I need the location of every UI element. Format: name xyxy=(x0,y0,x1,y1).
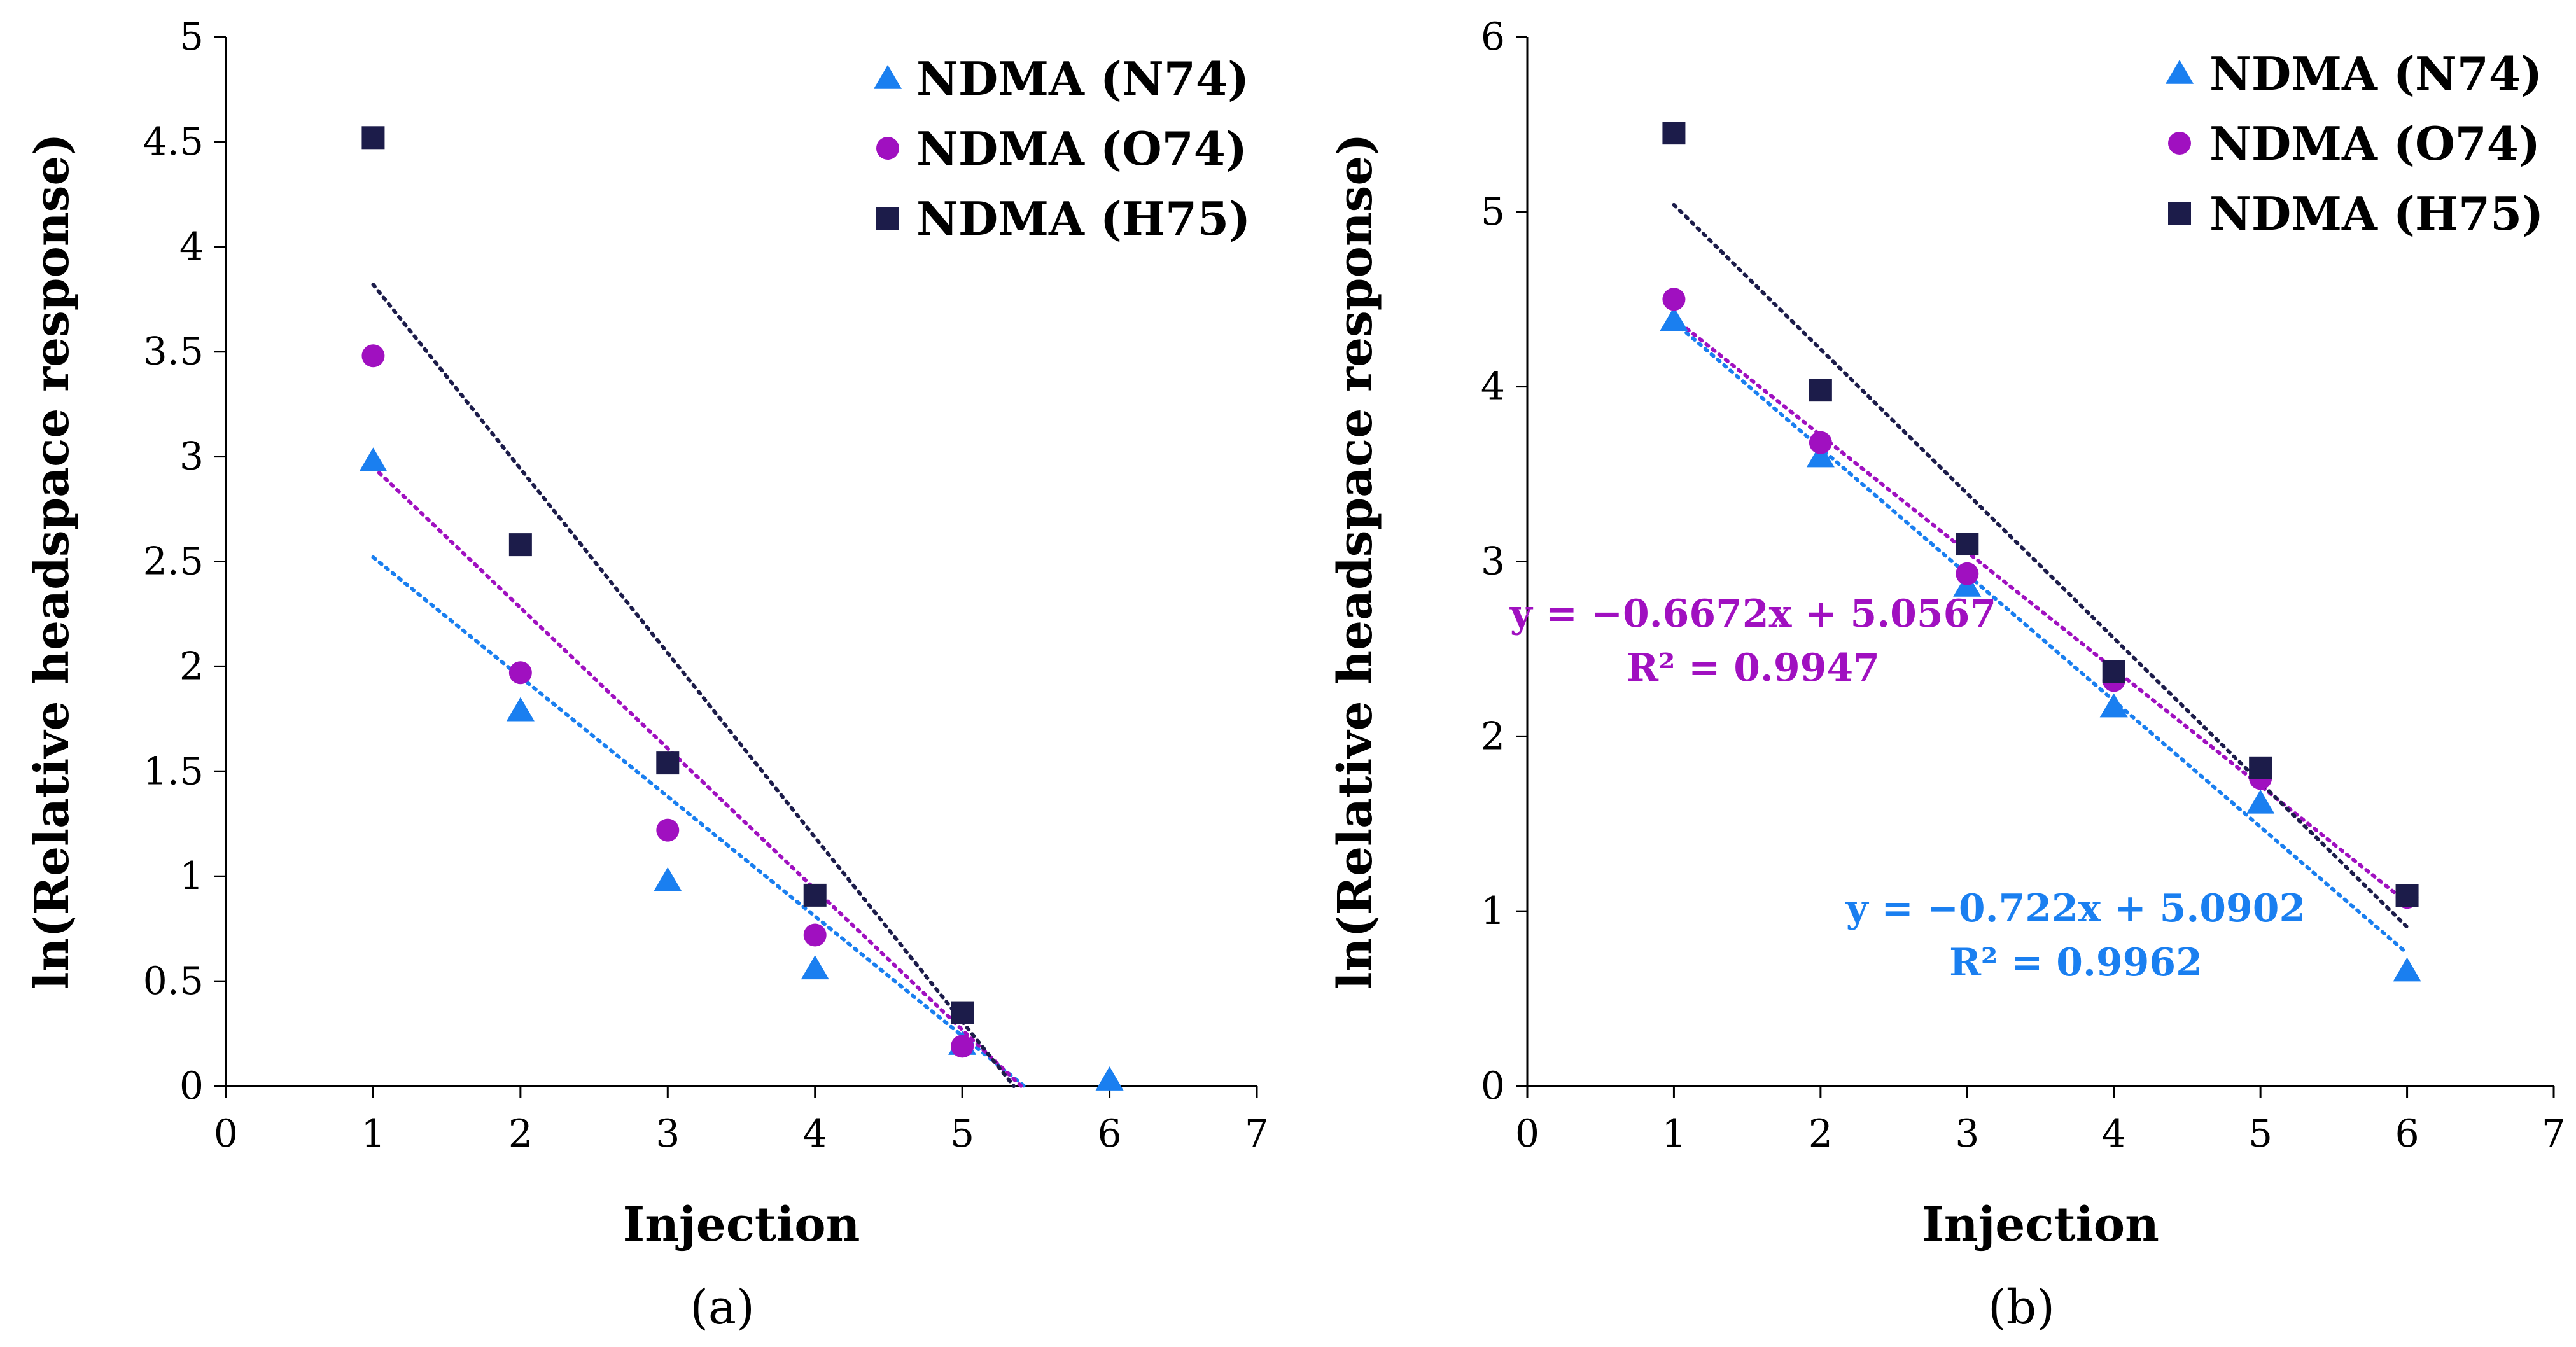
x-tick-label: 2 xyxy=(508,1112,533,1156)
y-tick-label: 3 xyxy=(179,435,204,479)
y-tick-label: 3 xyxy=(1481,540,1505,584)
x-tick-label: 0 xyxy=(214,1112,238,1156)
trendline-n74 xyxy=(1672,319,2409,956)
point-n74 xyxy=(654,867,682,891)
y-tick-label: 1 xyxy=(1481,889,1505,933)
y-tick-label: 5 xyxy=(1481,190,1505,234)
y-tick-label: 1 xyxy=(179,854,204,898)
point-h75 xyxy=(1956,533,1979,556)
y-tick-label: 0 xyxy=(179,1064,204,1108)
point-h75 xyxy=(951,1001,974,1024)
legend-label-o74: NDMA (O74) xyxy=(916,122,1247,176)
point-o74 xyxy=(1809,431,1832,454)
point-h75 xyxy=(1809,379,1832,402)
x-tick-label: 5 xyxy=(950,1112,974,1156)
x-tick-label: 2 xyxy=(1809,1112,1833,1156)
point-o74 xyxy=(508,661,532,685)
point-h75 xyxy=(361,126,385,150)
point-n74 xyxy=(1660,307,1688,332)
point-n74 xyxy=(1095,1066,1124,1091)
y-tick-label: 3.5 xyxy=(143,330,204,374)
x-tick-label: 7 xyxy=(1245,1112,1269,1156)
point-h75 xyxy=(508,533,532,557)
y-tick-label: 4.5 xyxy=(143,120,204,164)
x-tick-label: 4 xyxy=(2102,1112,2126,1156)
y-tick-label: 2 xyxy=(179,644,204,688)
trendline-h75 xyxy=(371,283,1016,1088)
x-tick-label: 3 xyxy=(655,1112,680,1156)
equation-n74: y = −0.722x + 5.0902 xyxy=(1845,886,2306,931)
panel-label: (b) xyxy=(1988,1280,2055,1335)
x-tick-label: 6 xyxy=(2395,1112,2419,1156)
panel-label: (a) xyxy=(690,1280,755,1335)
point-o74 xyxy=(951,1035,974,1058)
y-tick-label: 0.5 xyxy=(143,959,204,1003)
legend-label-o74: NDMA (O74) xyxy=(2209,116,2540,171)
point-n74 xyxy=(801,955,829,980)
trendline-o74 xyxy=(1672,316,2409,905)
trendline-o74 xyxy=(371,465,1023,1088)
y-tick-label: 4 xyxy=(179,225,204,269)
y-tick-label: 2.5 xyxy=(143,540,204,584)
point-h75 xyxy=(2395,884,2419,907)
y-axis-title: ln(Relative headspace response) xyxy=(1328,134,1383,990)
y-tick-label: 4 xyxy=(1481,365,1505,409)
legend-marker-n74 xyxy=(873,65,902,89)
x-tick-label: 6 xyxy=(1097,1112,1121,1156)
x-tick-label: 1 xyxy=(361,1112,385,1156)
r-squared-n74: R² = 0.9962 xyxy=(1949,940,2202,985)
y-tick-label: 1.5 xyxy=(143,749,204,793)
x-tick-label: 0 xyxy=(1515,1112,1539,1156)
legend-marker-h75 xyxy=(876,207,899,230)
x-axis-title: Injection xyxy=(623,1197,860,1252)
x-tick-label: 5 xyxy=(2248,1112,2272,1156)
point-o74 xyxy=(361,344,385,368)
legend-marker-o74 xyxy=(876,137,899,160)
point-h75 xyxy=(2249,756,2272,779)
point-h75 xyxy=(803,883,827,907)
point-n74 xyxy=(359,447,388,471)
x-tick-label: 4 xyxy=(803,1112,827,1156)
legend-label-n74: NDMA (N74) xyxy=(916,52,1249,106)
point-n74 xyxy=(1806,443,1835,468)
x-axis-title: Injection xyxy=(1922,1197,2159,1252)
panel-b: 0 1 2 3 4 5 6 0 1 2 3 4 5 6 7 Injection ln(Relative head… xyxy=(1328,15,2566,1335)
legend-label-h75: NDMA (H75) xyxy=(916,192,1250,246)
x-tick-label: 1 xyxy=(1662,1112,1686,1156)
point-o74 xyxy=(1662,288,1686,311)
legend-marker-n74 xyxy=(2165,60,2194,84)
point-o74 xyxy=(803,923,827,947)
y-tick-label: 2 xyxy=(1481,714,1505,758)
point-n74 xyxy=(2393,957,2421,982)
point-h75 xyxy=(656,751,680,775)
y-axis-title: ln(Relative headspace response) xyxy=(25,134,80,990)
legend-marker-o74 xyxy=(2168,132,2191,155)
trendline-n74 xyxy=(371,555,1026,1088)
r-squared-o74: R² = 0.9947 xyxy=(1627,646,1880,690)
point-o74 xyxy=(656,818,680,842)
legend-marker-h75 xyxy=(2168,202,2191,225)
x-tick-label: 7 xyxy=(2542,1112,2566,1156)
y-tick-label: 6 xyxy=(1481,15,1505,59)
x-tick-label: 3 xyxy=(1955,1112,1979,1156)
point-h75 xyxy=(1662,122,1686,145)
point-n74 xyxy=(2099,693,2128,718)
point-n74 xyxy=(506,697,535,722)
legend-label-h75: NDMA (H75) xyxy=(2209,186,2544,241)
legend-label-n74: NDMA (N74) xyxy=(2209,46,2542,101)
panel-a: 0 0.5 1 1.5 2 2.5 3 3.5 4 4.5 5 0 1 2 3 4 5 6 7 Injection ln… xyxy=(25,15,1269,1335)
point-h75 xyxy=(2102,660,2125,683)
y-tick-label: 0 xyxy=(1481,1064,1505,1108)
point-o74 xyxy=(1956,562,1979,585)
y-tick-label: 5 xyxy=(179,15,204,59)
point-n74 xyxy=(2246,789,2275,814)
trendline-h75 xyxy=(1672,202,2409,929)
equation-o74: y = −0.6672x + 5.0567 xyxy=(1509,592,1996,636)
